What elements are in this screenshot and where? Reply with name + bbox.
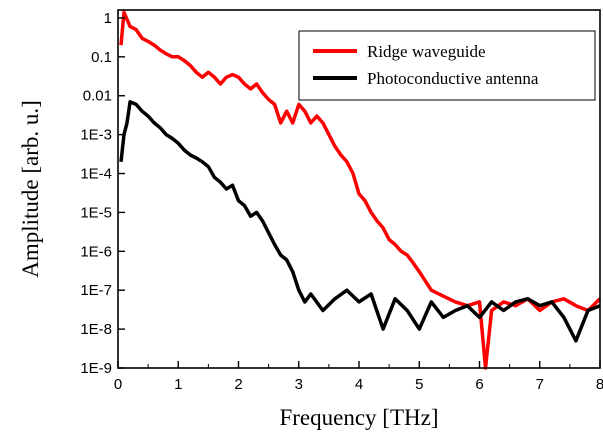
legend: Ridge waveguide Photoconductive antenna bbox=[298, 30, 596, 101]
legend-label-ridge-waveguide: Ridge waveguide bbox=[367, 42, 486, 61]
y-tick-label-9: 1E-9 bbox=[80, 360, 112, 377]
y-tick-label-7: 1E-7 bbox=[80, 282, 112, 299]
x-tick-label-5: 5 bbox=[415, 376, 423, 393]
y-tick-label-2: 0.01 bbox=[83, 88, 112, 105]
x-axis-label: Frequency [THz] bbox=[279, 405, 438, 430]
x-tick-label-6: 6 bbox=[475, 376, 483, 393]
legend-label-photoconductive-antenna: Photoconductive antenna bbox=[367, 69, 539, 88]
y-tick-label-6: 1E-6 bbox=[80, 243, 112, 260]
x-tick-label-3: 3 bbox=[295, 376, 303, 393]
legend-box bbox=[298, 30, 596, 101]
y-tick-label-1: 0.1 bbox=[91, 49, 112, 66]
series-line-photoconductive-antenna bbox=[119, 100, 601, 343]
y-tick-label-3: 1E-3 bbox=[80, 127, 112, 144]
y-tick-label-0: 1 bbox=[104, 10, 112, 27]
tick-layer: 0 1 2 3 4 5 6 7 8 1 0.1 0.01 1E-3 1E-4 1E-5 1E-6 1E-7 1E-… bbox=[80, 10, 603, 393]
x-tick-label-2: 2 bbox=[234, 376, 242, 393]
y-tick-label-5: 1E-5 bbox=[80, 204, 112, 221]
y-tick-label-8: 1E-8 bbox=[80, 321, 112, 338]
x-tick-label-7: 7 bbox=[536, 376, 544, 393]
series-line-ridge-waveguide bbox=[119, 10, 602, 370]
y-tick-label-4: 1E-4 bbox=[80, 166, 112, 183]
y-axis-label: Amplitude [arb. u.] bbox=[18, 100, 43, 278]
x-tick-label-0: 0 bbox=[114, 376, 122, 393]
x-tick-label-8: 8 bbox=[596, 376, 603, 393]
series-layer bbox=[119, 10, 602, 370]
x-tick-label-4: 4 bbox=[355, 376, 363, 393]
x-tick-label-1: 1 bbox=[174, 376, 182, 393]
